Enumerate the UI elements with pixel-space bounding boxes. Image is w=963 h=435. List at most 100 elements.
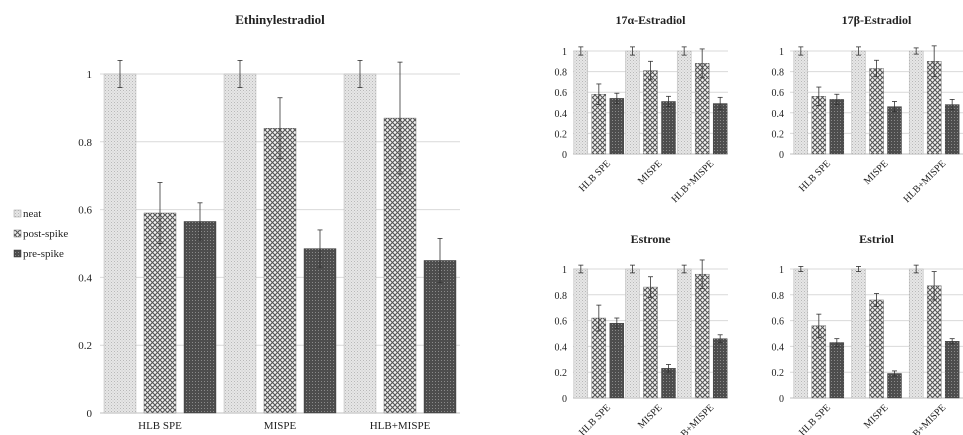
y-tick-label: 0 — [562, 150, 567, 161]
y-tick-label: 0.6 — [772, 317, 785, 328]
bar-neat-hlb-spe — [793, 268, 809, 399]
x-category-label: MISPE — [264, 420, 297, 432]
chart-estrone: Estrone 0 0.2 0.4 0.6 0.8 1 HLB SPE MISPE HLB+MIS… — [555, 232, 728, 435]
chart-estriol: Estriol 0 0.2 0.4 0.6 0.8 1 HLB SPE MISPE HLB+MIS… — [772, 232, 963, 435]
legend-label-pre-spike: pre-spike — [23, 248, 64, 260]
chart-title: 17α-Estradiol — [615, 13, 686, 27]
bar-post-spike-mispe — [643, 70, 658, 155]
x-category-label: HLB+MISPE — [370, 420, 431, 432]
bar-pre-spike-mispe — [661, 101, 676, 155]
x-category-label: HLB SPE — [797, 158, 833, 194]
bar-pre-spike-hlb-spe — [609, 322, 625, 399]
bar-post-spike-hlb-spe — [143, 212, 177, 414]
bar-neat-hlb-spe — [573, 268, 589, 399]
x-category-label: MISPE — [636, 402, 665, 431]
y-tick-label: 0.6 — [772, 88, 785, 99]
legend-item-neat: neat — [13, 208, 41, 220]
bar-neat-hlb-mispe — [908, 50, 924, 155]
bar-post-spike-hlb-mispe — [926, 285, 942, 399]
y-tick-label: 0.6 — [78, 205, 92, 217]
legend-swatch-post-spike — [13, 229, 22, 238]
x-category-label: HLB SPE — [797, 402, 833, 435]
x-category-label: HLB SPE — [138, 420, 182, 432]
y-tick-label: 0.2 — [555, 129, 568, 140]
bar-post-spike-mispe — [263, 128, 297, 414]
bar-pre-spike-hlb-spe — [829, 99, 845, 155]
legend-label-neat: neat — [23, 208, 41, 220]
chart-title: Estrone — [631, 232, 671, 246]
bar-pre-spike-hlb-spe — [609, 98, 625, 155]
chart-title: 17β-Estradiol — [842, 13, 912, 27]
chart-17b-estradiol: 17β-Estradiol 0 0.2 0.4 0.6 0.8 1 HLB SPE MISPE H… — [772, 13, 963, 205]
bar-neat-mispe — [625, 268, 640, 399]
y-tick-label: 0.2 — [555, 368, 568, 379]
x-category-label: MISPE — [636, 158, 665, 187]
y-tick-label: 1 — [87, 69, 93, 81]
y-tick-label: 1 — [779, 265, 784, 276]
bar-post-spike-mispe — [643, 286, 658, 399]
bar-neat-hlb-spe — [573, 50, 589, 155]
x-category-label: HLB+MISPE — [670, 158, 717, 205]
bar-neat-hlb-mispe — [343, 73, 377, 414]
bar-pre-spike-hlb-mispe — [944, 104, 960, 155]
y-tick-label: 0.8 — [555, 291, 568, 302]
y-tick-label: 0 — [779, 394, 784, 405]
y-tick-label: 0 — [779, 150, 784, 161]
y-tick-label: 0 — [87, 408, 93, 420]
y-tick-label: 0.8 — [772, 291, 785, 302]
y-tick-label: 0.4 — [555, 109, 568, 120]
x-category-label: HLB+MISPE — [902, 402, 949, 435]
legend-item-pre-spike: pre-spike — [13, 248, 64, 260]
bar-neat-hlb-mispe — [908, 268, 924, 399]
y-tick-label: 0.4 — [78, 272, 92, 284]
y-tick-label: 0.6 — [555, 317, 568, 328]
bar-neat-mispe — [625, 50, 640, 155]
bar-neat-mispe — [851, 268, 866, 399]
y-tick-label: 0.4 — [772, 109, 785, 120]
bar-neat-hlb-mispe — [676, 268, 692, 399]
y-tick-label: 0.2 — [772, 129, 785, 140]
legend: neat post-spike pre-spike — [13, 208, 68, 260]
chart-ethinylestradiol: Ethinylestradiol 0 0.2 0.4 0.6 0.8 1 HLB SPE MIS… — [78, 12, 460, 432]
y-tick-label: 0.2 — [78, 340, 92, 352]
bar-neat-mispe — [851, 50, 866, 155]
chart-17a-estradiol: 17α-Estradiol 0 0.2 0.4 0.6 0.8 1 HLB SPE MISPE H… — [555, 13, 728, 205]
x-category-label: HLB SPE — [577, 158, 613, 194]
chart-title: Estriol — [859, 232, 894, 246]
x-category-label: HLB+MISPE — [902, 158, 949, 205]
bar-post-spike-hlb-mispe — [694, 273, 710, 399]
bar-pre-spike-hlb-spe — [183, 221, 217, 414]
y-tick-label: 0.8 — [772, 68, 785, 79]
bar-pre-spike-hlb-mispe — [712, 103, 728, 155]
bar-post-spike-mispe — [869, 299, 884, 399]
y-tick-label: 0.2 — [772, 368, 785, 379]
y-tick-label: 1 — [562, 265, 567, 276]
y-tick-label: 0.4 — [772, 342, 785, 353]
y-tick-label: 1 — [562, 47, 567, 58]
bar-pre-spike-mispe — [887, 373, 902, 399]
y-tick-label: 0.6 — [555, 88, 568, 99]
bar-pre-spike-hlb-spe — [829, 342, 845, 399]
bar-post-spike-mispe — [869, 68, 884, 155]
legend-swatch-neat — [13, 209, 22, 218]
legend-item-post-spike: post-spike — [13, 228, 68, 240]
y-tick-label: 1 — [779, 47, 784, 58]
x-category-label: HLB+MISPE — [670, 402, 717, 435]
y-tick-label: 0.8 — [78, 137, 92, 149]
bar-pre-spike-mispe — [887, 106, 902, 155]
y-tick-label: 0.4 — [555, 342, 568, 353]
bar-pre-spike-hlb-mispe — [712, 338, 728, 399]
legend-swatch-pre-spike — [13, 249, 22, 258]
x-category-label: HLB SPE — [577, 402, 613, 435]
chart-title: Ethinylestradiol — [235, 12, 325, 27]
legend-label-post-spike: post-spike — [23, 228, 68, 240]
bar-pre-spike-mispe — [661, 368, 676, 399]
bar-neat-mispe — [223, 73, 257, 414]
bar-neat-hlb-spe — [103, 73, 137, 414]
bar-pre-spike-hlb-mispe — [944, 341, 960, 399]
y-tick-label: 0.8 — [555, 68, 568, 79]
bar-pre-spike-mispe — [303, 248, 337, 414]
bar-neat-hlb-spe — [793, 50, 809, 155]
bar-neat-hlb-mispe — [676, 50, 692, 155]
